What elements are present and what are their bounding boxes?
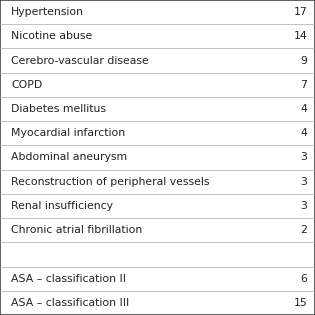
Text: 14: 14 [293,32,307,41]
Text: Renal insufficiency: Renal insufficiency [11,201,113,211]
Text: Hypertension: Hypertension [11,7,84,17]
Text: Reconstruction of peripheral vessels: Reconstruction of peripheral vessels [11,177,209,187]
Text: ASA – classification II: ASA – classification II [11,274,126,284]
Text: 15: 15 [293,298,307,308]
Text: Abdominal aneurysm: Abdominal aneurysm [11,152,127,163]
Text: Chronic atrial fibrillation: Chronic atrial fibrillation [11,225,142,235]
Text: 6: 6 [300,274,307,284]
Text: 9: 9 [300,55,307,66]
Text: Nicotine abuse: Nicotine abuse [11,32,92,41]
Text: 4: 4 [300,128,307,138]
Text: Diabetes mellitus: Diabetes mellitus [11,104,106,114]
Text: Cerebro-vascular disease: Cerebro-vascular disease [11,55,149,66]
Text: 3: 3 [300,152,307,163]
Text: COPD: COPD [11,80,42,90]
Text: 3: 3 [300,201,307,211]
Text: 3: 3 [300,177,307,187]
Text: Myocardial infarction: Myocardial infarction [11,128,125,138]
Text: 2: 2 [300,225,307,235]
Text: ASA – classification III: ASA – classification III [11,298,129,308]
Text: 4: 4 [300,104,307,114]
Text: 17: 17 [293,7,307,17]
Text: 7: 7 [300,80,307,90]
